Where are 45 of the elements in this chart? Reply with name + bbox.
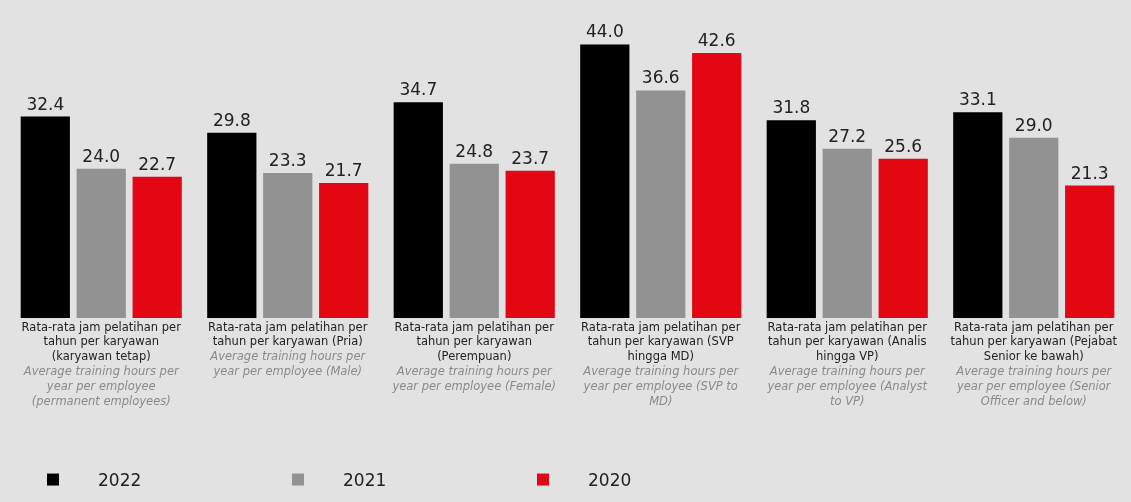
bar [207,132,257,318]
bar [263,173,313,318]
x-tick-label: Rata-rata jam pelatihan per tahun per karyawan (Pejabat Senior ke bawah) Average training hours per year per employee (Senior Officer and below) [950,319,1118,409]
bar [76,168,126,318]
data-label: 29.8 [212,109,251,130]
bar [132,176,182,318]
data-label: 22.7 [138,153,177,174]
data-label: 23.3 [268,150,307,171]
bar [449,163,499,318]
legend-label: 2020 [588,470,632,491]
data-label: 34.7 [399,79,438,100]
bar [1065,185,1115,318]
bar [393,102,443,318]
data-label: 27.2 [828,125,867,146]
bar [822,148,872,318]
data-label: 29.0 [1014,114,1053,135]
data-label: 44.0 [585,21,624,42]
data-label: 33.1 [958,89,997,110]
data-label: 23.7 [511,147,550,168]
bar [505,170,555,318]
bar [636,90,686,318]
data-label: 21.3 [1070,162,1109,183]
x-tick-label: Rata-rata jam pelatihan per tahun per karyawan (Perempuan) Average training hours per year per employee (Female) [391,319,557,394]
x-tick-label: Rata-rata jam pelatihan per tahun per karyawan (SVP hingga MD) Average training hours per year per employee (SVP to MD) [581,319,741,409]
bar [319,183,369,318]
legend-label: 2021 [343,470,387,491]
data-label: 24.0 [82,145,121,166]
data-label: 24.8 [455,140,494,161]
data-label: 25.6 [884,135,923,156]
legend-label: 2022 [98,470,142,491]
x-tick-label: Rata-rata jam pelatihan per tahun per karyawan (karyawan tetap) Average training hours per year per employee (permanent employees) [21,319,182,409]
bar [766,120,816,318]
data-label: 42.6 [697,30,736,51]
x-tick-label: Rata-rata jam pelatihan per tahun per karyawan (Analis hingga VP) Average training hours per year per employee (Analyst to VP) [766,319,928,409]
bar [953,112,1003,318]
data-label: 31.8 [772,97,811,118]
data-label: 32.4 [26,93,65,114]
data-label: 36.6 [641,67,680,88]
bar [878,158,928,318]
bar [580,44,630,318]
bar [692,53,742,318]
bar [1009,137,1059,318]
data-label: 21.7 [324,160,363,181]
bar [20,116,70,318]
x-tick-label: Rata-rata jam pelatihan per tahun per karyawan (Pria) Average training hours per year per employee (Male) [208,319,368,379]
